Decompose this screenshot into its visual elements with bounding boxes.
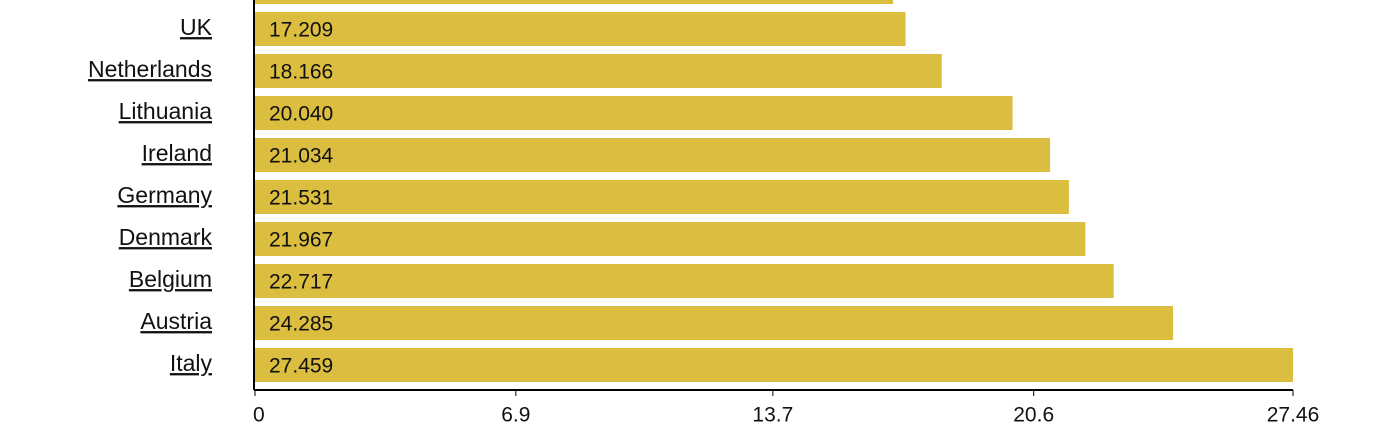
category-link[interactable]: Denmark: [119, 224, 213, 250]
bar: [255, 264, 1114, 298]
x-tick-label: 13.7: [752, 404, 793, 427]
x-tick-label: 6.9: [501, 404, 530, 427]
category-link[interactable]: Lithuania: [119, 98, 213, 124]
x-tick-label: 0: [253, 404, 265, 427]
value-label: 21.531: [269, 187, 333, 210]
category-link[interactable]: Ireland: [142, 140, 212, 166]
value-label: 20.040: [269, 103, 333, 126]
value-label: 21.034: [269, 145, 334, 168]
category-link[interactable]: Austria: [140, 308, 212, 334]
bar: [255, 0, 894, 4]
bar: [255, 96, 1013, 130]
bar: [255, 306, 1173, 340]
x-tick-label: 20.6: [1013, 404, 1054, 427]
value-label: 21.967: [269, 229, 333, 252]
bar: [255, 180, 1069, 214]
value-label: 22.717: [269, 271, 333, 294]
value-label: 17.209: [269, 19, 333, 42]
bar: [255, 348, 1293, 382]
category-link[interactable]: Italy: [170, 350, 213, 376]
bar: [255, 54, 942, 88]
bar: [255, 138, 1051, 172]
value-label: 24.285: [269, 313, 333, 336]
bar: [255, 12, 906, 46]
category-link[interactable]: Germany: [117, 182, 212, 208]
value-label: 18.166: [269, 61, 333, 84]
x-tick-label: 27.46: [1267, 404, 1320, 427]
category-link[interactable]: Belgium: [129, 266, 212, 292]
value-label: 27.459: [269, 355, 333, 378]
category-link[interactable]: Netherlands: [88, 56, 212, 82]
category-link[interactable]: UK: [180, 14, 213, 40]
bar: [255, 222, 1086, 256]
